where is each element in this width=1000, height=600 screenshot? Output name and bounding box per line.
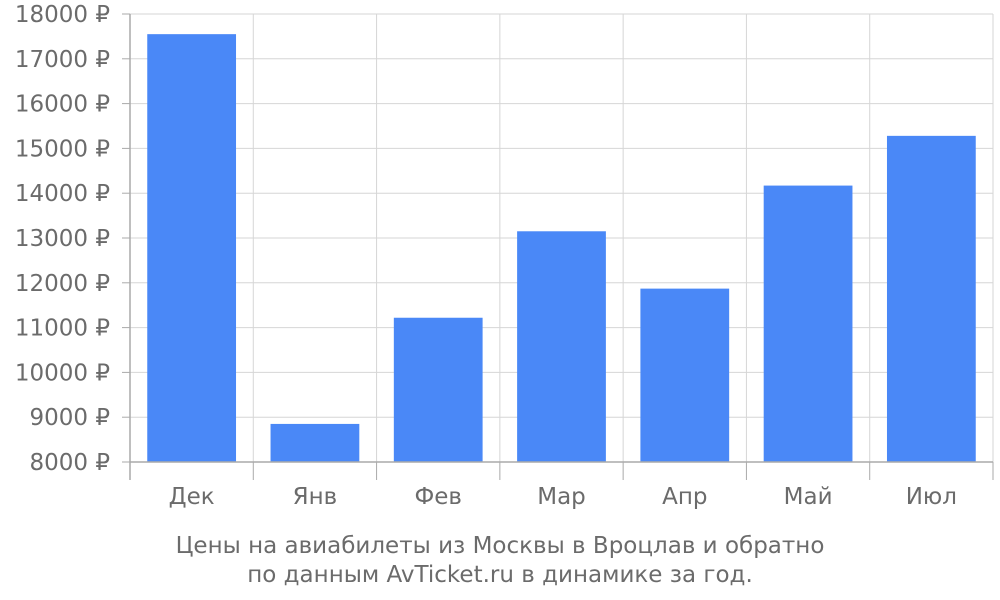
x-tick-label: Янв — [293, 484, 338, 510]
x-tick-label: Май — [784, 484, 833, 510]
bar-7 — [886, 135, 976, 462]
bar-3 — [393, 317, 483, 462]
y-tick-label: 12000 ₽ — [15, 271, 110, 297]
y-tick-label: 13000 ₽ — [15, 226, 110, 252]
bar-4 — [517, 231, 606, 462]
y-tick-label: 16000 ₽ — [15, 92, 110, 118]
y-tick-label: 11000 ₽ — [15, 316, 110, 342]
axes-group — [122, 13, 994, 480]
y-tick-label: 9000 ₽ — [30, 405, 110, 431]
bar-chart: 8000 ₽ 9000 ₽ 10000 ₽ 11000 ₽ 12000 ₽ 13000 ₽… — [15, 2, 994, 510]
x-tick-label: Мар — [537, 484, 586, 510]
x-tick-label: Апр — [662, 484, 707, 510]
y-tick-label: 15000 ₽ — [15, 136, 110, 162]
y-tick-labels: 8000 ₽ 9000 ₽ 10000 ₽ 11000 ₽ 12000 ₽ 13000 ₽… — [15, 2, 110, 476]
y-tick-label: 10000 ₽ — [15, 360, 110, 386]
bar-6 — [763, 185, 853, 463]
x-tick-label: Дек — [169, 484, 215, 510]
x-tick-labels: Дек Янв Фев Мар Апр Май Июл — [169, 484, 957, 510]
bar-2 — [270, 423, 360, 462]
x-tick-label: Фев — [414, 484, 462, 510]
y-tick-label: 18000 ₽ — [15, 2, 110, 28]
y-tick-label: 17000 ₽ — [15, 47, 110, 73]
bar-5 — [640, 288, 730, 462]
y-tick-label: 14000 ₽ — [15, 181, 110, 207]
bars-group — [147, 34, 976, 463]
bar-1 — [147, 34, 237, 462]
chart-caption-line-2: по данным AvTicket.ru в динамике за год. — [247, 562, 753, 588]
y-tick-label: 8000 ₽ — [30, 450, 110, 476]
chart-caption-line-1: Цены на авиабилеты из Москвы в Вроцлав и… — [175, 533, 825, 559]
x-tick-label: Июл — [906, 484, 957, 510]
